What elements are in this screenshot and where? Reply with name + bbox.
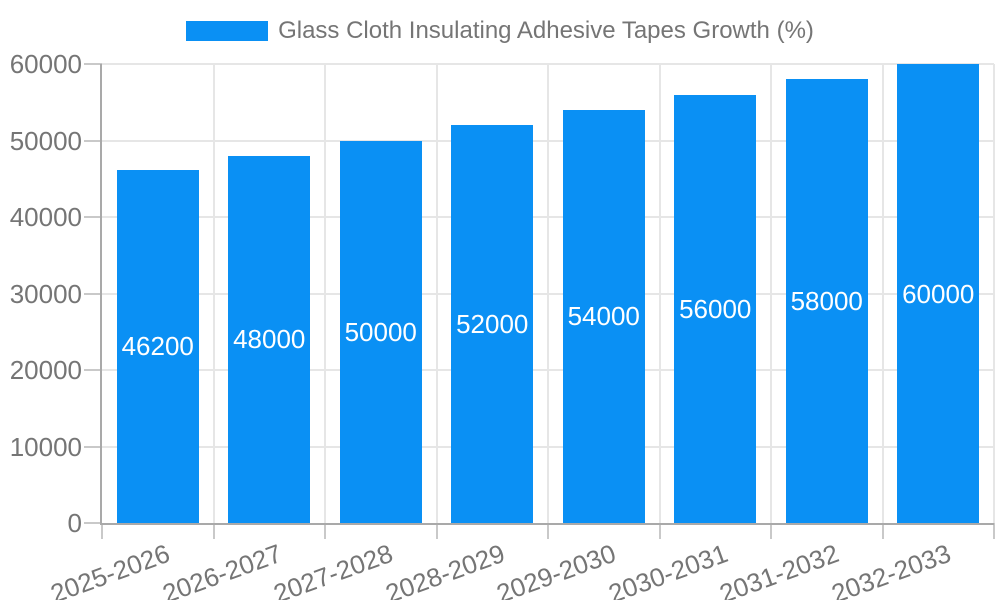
y-tick xyxy=(84,63,102,65)
v-gridline xyxy=(212,64,215,523)
x-tick-label-2026-2027: 2026-2027 xyxy=(158,538,286,600)
x-tick-label-2031-2032: 2031-2032 xyxy=(715,538,844,600)
y-tick-label: 0 xyxy=(67,508,82,538)
x-tick xyxy=(435,523,438,539)
v-gridline xyxy=(993,64,995,523)
x-tick xyxy=(770,523,772,539)
x-tick xyxy=(212,523,215,539)
bar-2027-2028[interactable] xyxy=(339,140,422,523)
y-tick-label: 20000 xyxy=(9,355,82,385)
bar-value-label: 48000 xyxy=(233,324,306,355)
y-tick xyxy=(84,216,102,218)
y-tick-label: 30000 xyxy=(9,278,82,309)
x-tick xyxy=(658,523,661,539)
bar-value-label: 50000 xyxy=(344,316,417,347)
y-tick-label: 40000 xyxy=(9,202,82,232)
y-tick-label: 60000 xyxy=(9,49,82,79)
v-gridline xyxy=(881,64,884,523)
v-gridline xyxy=(770,64,772,523)
bar-2025-2026[interactable] xyxy=(116,169,199,523)
legend[interactable]: Glass Cloth Insulating Adhesive Tapes Gr… xyxy=(0,17,1000,45)
y-tick-label: 10000 xyxy=(9,431,82,462)
y-axis-line xyxy=(100,64,102,525)
bar-value-label: 46200 xyxy=(121,331,194,362)
bar-2031-2032[interactable] xyxy=(785,79,868,523)
x-tick-label-2025-2026: 2025-2026 xyxy=(46,538,175,600)
v-gridline xyxy=(435,64,438,523)
y-tick xyxy=(84,522,102,524)
bar-2032-2033[interactable] xyxy=(897,64,980,523)
legend-swatch xyxy=(186,21,269,41)
bar-2030-2031[interactable] xyxy=(674,94,757,523)
legend-label: Glass Cloth Insulating Adhesive Tapes Gr… xyxy=(278,17,814,44)
y-tick xyxy=(84,445,102,448)
bar-value-label: 56000 xyxy=(679,293,752,324)
x-tick xyxy=(547,523,549,539)
bar-value-label: 60000 xyxy=(902,278,975,309)
x-tick-label-2027-2028: 2027-2028 xyxy=(269,538,398,600)
x-tick-label-2028-2029: 2028-2029 xyxy=(381,538,509,600)
x-tick xyxy=(993,523,995,539)
x-tick-label-2032-2033: 2032-2033 xyxy=(827,538,955,600)
v-gridline xyxy=(658,64,661,523)
y-tick-label: 50000 xyxy=(9,125,82,156)
bar-2026-2027[interactable] xyxy=(228,155,311,523)
x-tick-label-2029-2030: 2029-2030 xyxy=(492,538,621,600)
y-tick xyxy=(84,369,102,371)
bar-value-label: 54000 xyxy=(567,301,640,332)
y-tick xyxy=(84,139,102,142)
x-tick-label-2030-2031: 2030-2031 xyxy=(604,538,732,600)
x-tick xyxy=(324,523,326,539)
x-axis-line xyxy=(100,523,994,525)
bar-2029-2030[interactable] xyxy=(562,109,645,523)
bar-value-label: 52000 xyxy=(456,309,529,340)
bar-value-label: 58000 xyxy=(790,286,863,317)
bar-2028-2029[interactable] xyxy=(451,125,534,523)
y-tick xyxy=(84,292,102,295)
x-tick xyxy=(101,523,103,539)
v-gridline xyxy=(547,64,549,523)
v-gridline xyxy=(324,64,326,523)
x-tick xyxy=(881,523,884,539)
